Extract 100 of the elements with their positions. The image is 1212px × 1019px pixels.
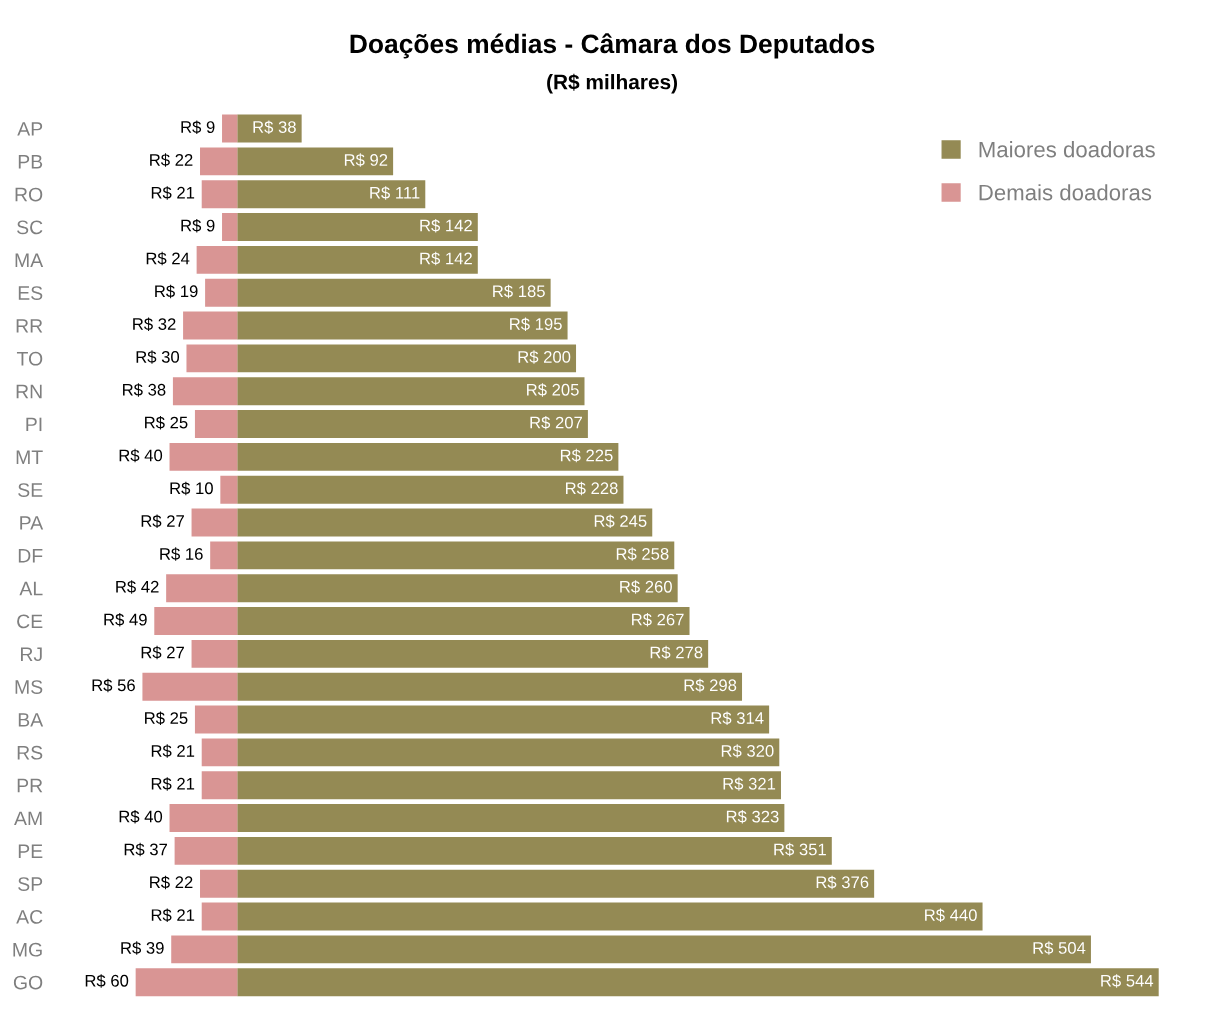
data-label: R$ 9 [181, 218, 215, 233]
y-tick-label: BA [18, 713, 44, 727]
data-label: R$ 544 [1101, 974, 1154, 988]
data-label: R$ 111 [370, 186, 420, 200]
data-label: R$ 267 [632, 613, 684, 627]
data-label: R$ 19 [155, 284, 198, 299]
y-tick-label: SP [18, 877, 43, 891]
data-label: R$ 504 [1033, 941, 1086, 955]
data-label: R$ 27 [141, 645, 184, 660]
bar [200, 869, 238, 898]
data-label: R$ 195 [510, 317, 562, 331]
chart-title: Doações médias - Câmara dos Deputados [350, 33, 875, 59]
bar [169, 442, 238, 471]
y-tick-label: RR [16, 319, 43, 333]
bar [237, 804, 785, 832]
data-label: R$ 321 [723, 777, 776, 791]
data-label: R$ 39 [121, 941, 164, 955]
y-tick-label: RS [17, 745, 43, 760]
bar [210, 541, 238, 570]
data-label: R$ 92 [344, 153, 388, 167]
bar [200, 147, 238, 176]
bar [194, 410, 238, 438]
data-label: R$ 22 [150, 153, 193, 167]
bar [237, 771, 781, 800]
data-label: R$ 258 [616, 547, 669, 561]
bar [237, 541, 675, 570]
data-label: R$ 25 [145, 415, 188, 430]
data-label: R$ 142 [420, 218, 472, 233]
data-label: R$ 207 [530, 415, 582, 430]
bar [174, 836, 238, 865]
data-label: R$ 260 [620, 580, 672, 594]
y-tick-label: AL [19, 581, 43, 596]
y-tick-label: PE [18, 844, 43, 858]
data-label: R$ 27 [141, 514, 184, 528]
data-label: R$ 320 [721, 744, 774, 758]
data-label: R$ 40 [119, 448, 163, 463]
y-tick-label: RN [16, 384, 42, 399]
y-tick-label: PA [20, 516, 44, 530]
data-label: R$ 38 [253, 120, 296, 134]
data-label: R$ 245 [594, 514, 647, 528]
legend-label: Maiores doadoras [979, 141, 1155, 158]
data-label: R$ 278 [650, 645, 703, 660]
data-label: R$ 38 [123, 383, 166, 397]
bar [237, 213, 478, 241]
bar [237, 475, 624, 504]
y-tick-label: MT [16, 450, 43, 464]
data-label: R$ 21 [151, 186, 195, 200]
data-label: R$ 40 [119, 810, 163, 824]
bar [237, 442, 619, 471]
data-label: R$ 225 [560, 448, 613, 463]
data-label: R$ 60 [85, 974, 129, 988]
data-label: R$ 351 [774, 842, 826, 857]
y-tick-label: SE [18, 483, 43, 497]
bar [205, 278, 238, 307]
data-label: R$ 314 [711, 711, 764, 725]
data-label: R$ 21 [151, 908, 195, 922]
y-tick-label: ES [18, 286, 43, 300]
data-label: R$ 205 [527, 383, 579, 397]
bar [237, 968, 1159, 997]
bar [237, 377, 585, 406]
bar [220, 475, 238, 504]
bar [237, 935, 1091, 964]
bar [169, 804, 238, 832]
bar [222, 114, 238, 143]
data-label: R$ 25 [145, 711, 188, 725]
y-tick-label: GO [13, 975, 43, 990]
bar [135, 968, 238, 997]
data-label: R$ 30 [136, 350, 180, 364]
data-label: R$ 22 [150, 875, 193, 890]
bar [237, 902, 983, 931]
data-label: R$ 9 [181, 120, 215, 134]
bar [237, 607, 690, 635]
bar [201, 738, 238, 767]
bar [171, 935, 238, 964]
bar [237, 508, 653, 537]
bar [237, 738, 780, 767]
bar [237, 639, 709, 668]
bar [237, 410, 588, 438]
y-tick-label: RO [15, 187, 43, 202]
bar [142, 672, 238, 701]
bar [237, 574, 678, 603]
bar [201, 771, 238, 800]
bar [201, 180, 238, 209]
y-tick-label: PR [17, 778, 43, 793]
bar [237, 245, 478, 274]
y-tick-label: CE [17, 614, 43, 629]
bar [237, 869, 875, 898]
y-tick-label: DF [18, 549, 43, 563]
data-label: R$ 49 [104, 613, 147, 627]
data-label: R$ 323 [726, 810, 779, 824]
bar [191, 639, 238, 668]
y-tick-label: PB [18, 155, 43, 169]
chart-subtitle: (R$ milhares) [547, 73, 678, 94]
data-label: R$ 42 [116, 580, 159, 594]
bar [191, 508, 238, 537]
data-label: R$ 185 [493, 284, 545, 299]
data-label: R$ 228 [566, 481, 618, 496]
bar [237, 180, 426, 209]
data-label: R$ 21 [151, 744, 195, 758]
y-tick-label: PI [26, 417, 42, 432]
